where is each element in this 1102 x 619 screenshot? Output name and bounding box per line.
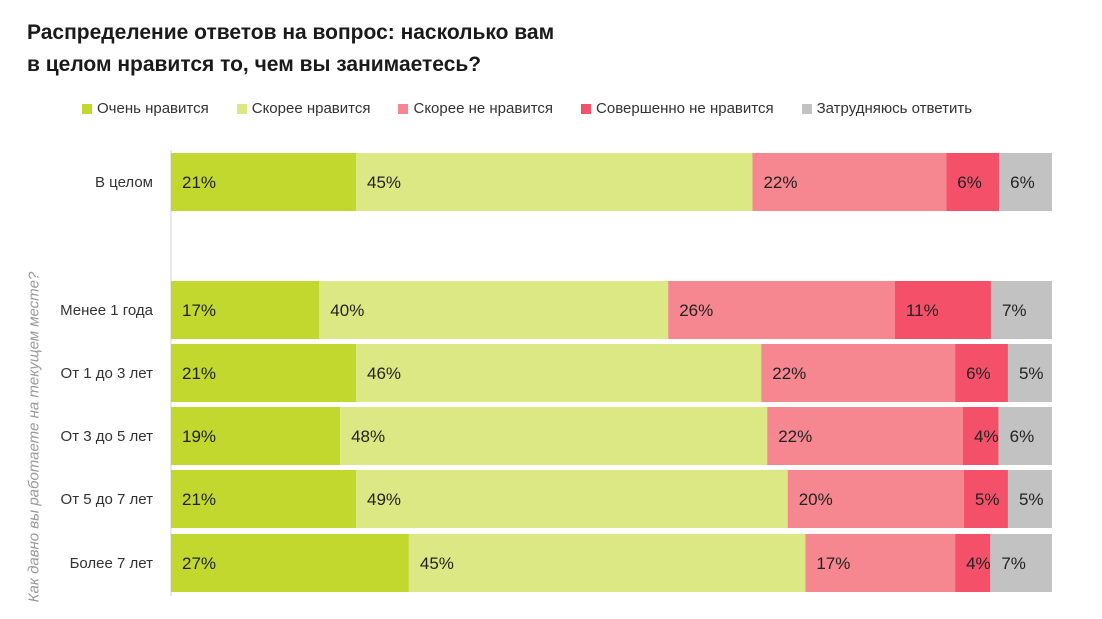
legend-item: Совершенно не нравится (581, 100, 774, 117)
bar-segment (787, 470, 964, 528)
bar-segment (998, 407, 1052, 465)
bar-segment (1007, 344, 1052, 402)
data-label: 27% (182, 554, 216, 573)
legend-item: Скорее нравится (236, 100, 371, 117)
bar-segment (955, 534, 991, 592)
bar-segment (356, 344, 762, 402)
bar-segment (805, 534, 956, 592)
bar-segment (171, 344, 357, 402)
data-label: 5% (975, 490, 1000, 509)
category-label: Менее 1 года (60, 302, 154, 319)
legend-swatch (398, 103, 409, 114)
bar-segment (356, 470, 788, 528)
data-label: 45% (367, 173, 401, 192)
data-label: 46% (367, 364, 401, 383)
bar-segment (171, 153, 357, 211)
bar-segment (990, 534, 1052, 592)
data-label: 6% (966, 364, 991, 383)
legend-swatch (236, 103, 247, 114)
bar-segment (668, 281, 895, 339)
legend-label: Скорее нравится (251, 100, 371, 117)
data-label: 7% (1002, 301, 1027, 320)
bar-segment (1007, 470, 1052, 528)
data-label: 26% (679, 301, 713, 320)
chart-title-line-2: в целом нравится то, чем вы занимаетесь? (27, 53, 482, 76)
chart-legend: Очень нравится Скорее нравится Скорее не н… (82, 100, 1000, 117)
data-label: 5% (1019, 364, 1044, 383)
data-label: 40% (330, 301, 364, 320)
data-label: 21% (182, 364, 216, 383)
category-label: В целом (95, 174, 153, 191)
data-label: 17% (816, 554, 850, 573)
data-label: 21% (182, 173, 216, 192)
data-label: 21% (182, 490, 216, 509)
bar-segment (356, 153, 753, 211)
chart-title: Распределение ответов на вопрос: насколь… (27, 17, 727, 81)
category-label: От 5 до 7 лет (61, 491, 154, 508)
legend-item: Очень нравится (82, 100, 209, 117)
bar-segment (894, 281, 991, 339)
bar-segment (767, 407, 964, 465)
bar-segment (171, 470, 357, 528)
legend-item: Затрудняюсь ответить (801, 100, 973, 117)
bar-segment (963, 470, 1008, 528)
bar-segment (946, 153, 1000, 211)
category-label: От 1 до 3 лет (61, 365, 154, 382)
data-label: 4% (966, 554, 991, 573)
data-label: 4% (974, 427, 999, 446)
data-label: 48% (351, 427, 385, 446)
data-label: 6% (1010, 427, 1035, 446)
data-label: 6% (957, 173, 982, 192)
bar-segment (963, 407, 999, 465)
legend-item: Скорее не нравится (398, 100, 553, 117)
legend-swatch (581, 103, 592, 114)
legend-swatch (82, 103, 92, 114)
bar-segment (955, 344, 1008, 402)
legend-swatch (801, 103, 812, 114)
bar-segment (408, 534, 806, 592)
data-label: 7% (1001, 554, 1026, 573)
category-label: От 3 до 5 лет (61, 428, 154, 445)
category-label: Более 7 лет (70, 555, 154, 572)
data-label: 49% (367, 490, 401, 509)
bar-segment (999, 153, 1052, 211)
bar-segment (171, 534, 409, 592)
bar-segment (761, 344, 956, 402)
legend-label: Скорее не нравится (413, 100, 554, 117)
data-label: 45% (420, 554, 454, 573)
chart-title-line-1: Распределение ответов на вопрос: насколь… (27, 21, 555, 44)
bar-segment (319, 281, 669, 339)
data-label: 17% (182, 301, 216, 320)
bar-segment (171, 281, 320, 339)
bar-segment (752, 153, 947, 211)
data-label: 5% (1019, 490, 1044, 509)
data-label: 11% (906, 301, 939, 320)
bar-segment (171, 407, 341, 465)
data-label: 20% (799, 490, 833, 509)
bar-segment (990, 281, 1052, 339)
data-label: 6% (1010, 173, 1035, 192)
legend-label: Затрудняюсь ответить (816, 100, 973, 117)
data-label: 19% (182, 427, 216, 446)
data-label: 22% (778, 427, 812, 446)
legend-label: Очень нравится (97, 100, 209, 117)
data-label: 22% (772, 364, 806, 383)
bar-segment (340, 407, 768, 465)
legend-label: Совершенно не нравится (596, 100, 774, 117)
data-label: 22% (763, 173, 797, 192)
